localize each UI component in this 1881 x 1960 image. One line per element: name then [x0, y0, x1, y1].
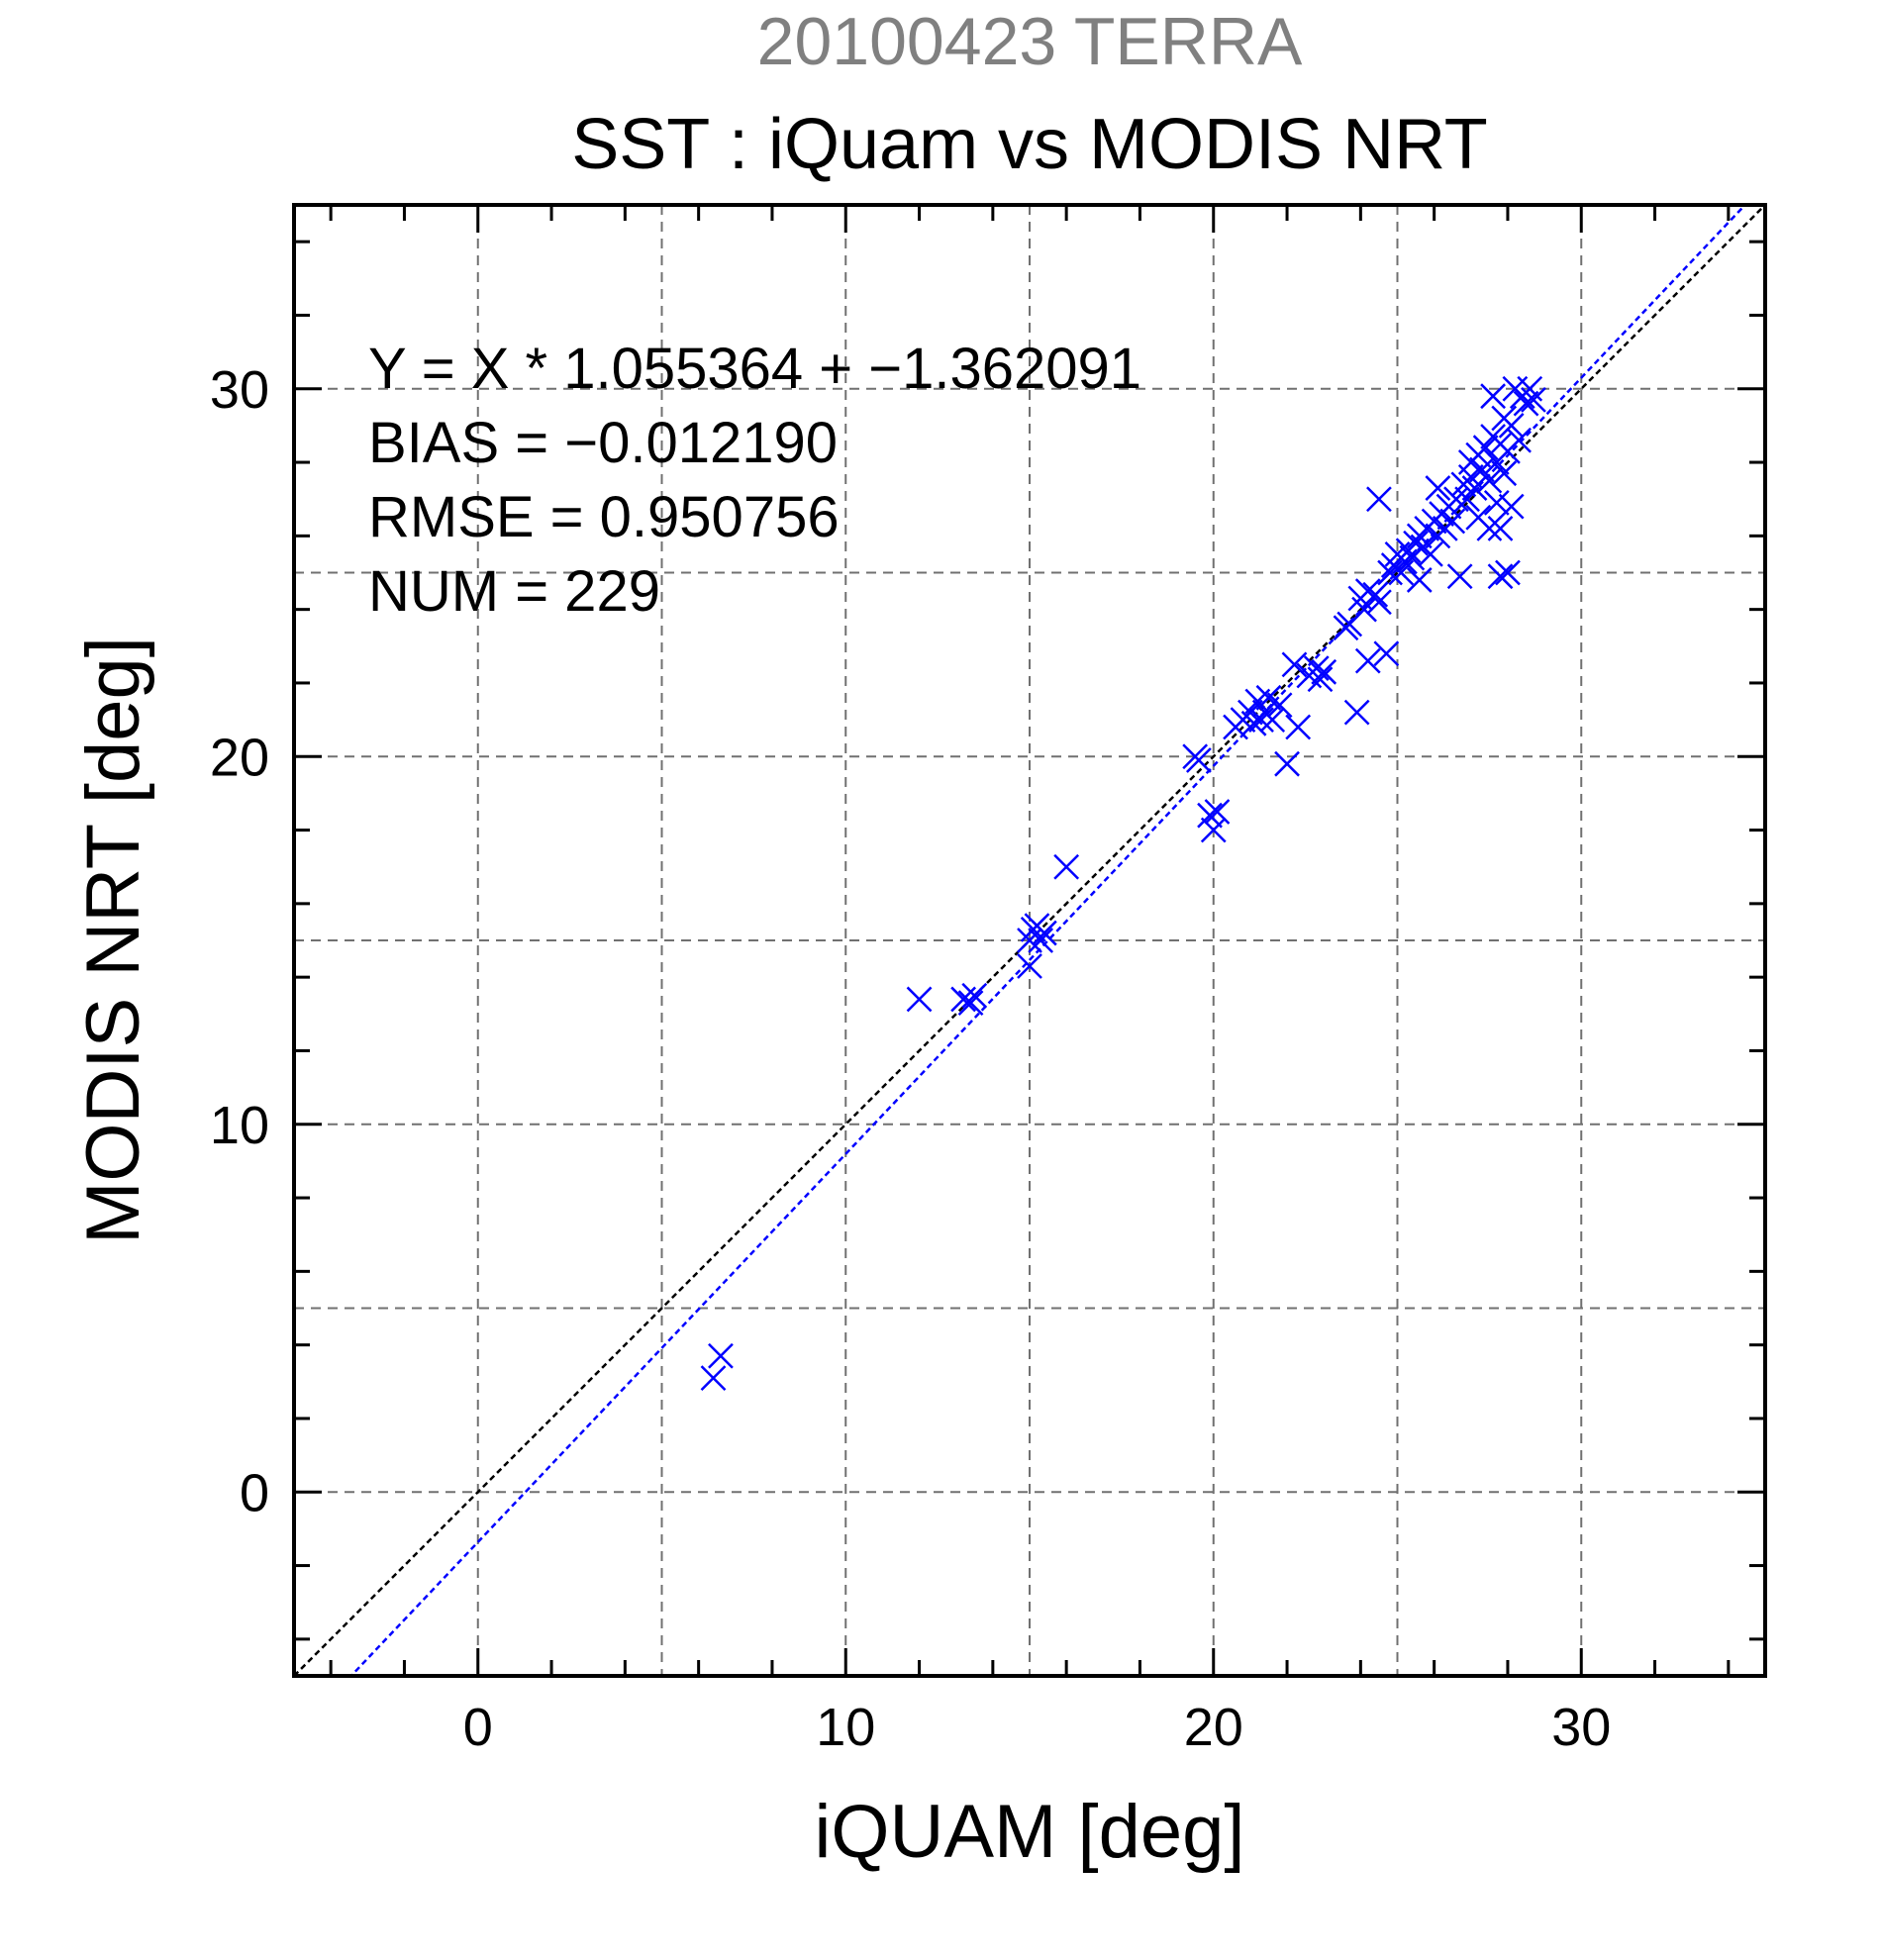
data-point [1307, 666, 1334, 693]
x-axis-title: iQUAM [deg] [814, 1790, 1244, 1874]
data-point [1487, 563, 1514, 590]
data-point [1354, 647, 1381, 674]
data-point [708, 1342, 734, 1369]
fit-equation: Y = X * 1.055364 + −1.362091 [368, 337, 1141, 401]
data-point [1343, 699, 1370, 726]
x-tick-label: 30 [1551, 1698, 1611, 1757]
data-point [1053, 853, 1080, 880]
data-point [1373, 640, 1400, 667]
data-point [1285, 714, 1312, 740]
x-tick-label: 0 [463, 1698, 493, 1757]
data-point [1443, 486, 1469, 513]
tick-labels: 0 10 20 30 0 10 20 30 [210, 360, 1611, 1757]
data-point [906, 986, 933, 1013]
plot-frame [292, 203, 1767, 1678]
data-point [1281, 651, 1308, 678]
y-tick-label: 20 [210, 728, 269, 787]
grid-lines [294, 205, 1765, 1676]
x-tick-label: 20 [1184, 1698, 1243, 1757]
data-point [1031, 920, 1057, 946]
data-point [1248, 707, 1274, 733]
data-point [1498, 493, 1525, 520]
y-tick-label: 0 [240, 1463, 269, 1522]
data-point [1487, 516, 1514, 541]
data-point [1476, 467, 1503, 494]
data-point [1495, 559, 1521, 586]
data-point [1362, 581, 1389, 608]
data-point [1506, 427, 1532, 453]
chart-supertitle: 20100423 TERRA [757, 4, 1303, 79]
data-point [1446, 563, 1473, 590]
data-point [1266, 692, 1293, 719]
data-point [1259, 707, 1286, 733]
data-point [1418, 541, 1443, 567]
data-point [1472, 435, 1499, 461]
data-point [1197, 802, 1223, 829]
data-point [961, 982, 988, 1009]
data-point [1377, 559, 1403, 586]
data-point [1200, 817, 1227, 843]
count-value: NUM = 229 [368, 559, 660, 624]
data-point [1311, 658, 1337, 685]
data-point [1461, 475, 1488, 501]
data-point [1403, 530, 1429, 556]
data-point [1491, 460, 1518, 487]
data-point [1186, 747, 1212, 773]
data-point [1204, 799, 1231, 825]
x-tick-label: 10 [816, 1698, 875, 1757]
data-point [1028, 928, 1054, 953]
y-tick-label: 30 [210, 360, 269, 420]
data-point [1480, 383, 1506, 410]
stats-box: Y = X * 1.055364 + −1.362091 BIAS = −0.0… [368, 337, 1141, 624]
data-point [1366, 486, 1392, 513]
data-point [1513, 390, 1539, 417]
rmse-value: RMSE = 0.950756 [368, 485, 840, 549]
tick-marks [294, 205, 1765, 1676]
data-point [1469, 456, 1495, 483]
y-tick-label: 10 [210, 1096, 269, 1155]
data-point [957, 990, 984, 1017]
data-point [1425, 475, 1451, 501]
chart-title: SST : iQuam vs MODIS NRT [571, 105, 1488, 184]
data-point [1483, 490, 1510, 516]
data-point [1439, 508, 1466, 535]
data-point [1274, 750, 1300, 777]
data-point [700, 1365, 727, 1391]
y-axis-title: MODIS NRT [deg] [71, 637, 155, 1244]
bias-value: BIAS = −0.012190 [368, 411, 838, 475]
data-point [1255, 684, 1282, 711]
data-point [1366, 589, 1392, 616]
data-point [1498, 413, 1525, 439]
data-point [1476, 516, 1503, 541]
data-point [1017, 953, 1042, 979]
data-point [1521, 387, 1546, 413]
data-point [1454, 486, 1480, 513]
data-point [1406, 567, 1433, 593]
data-points [700, 375, 1546, 1391]
